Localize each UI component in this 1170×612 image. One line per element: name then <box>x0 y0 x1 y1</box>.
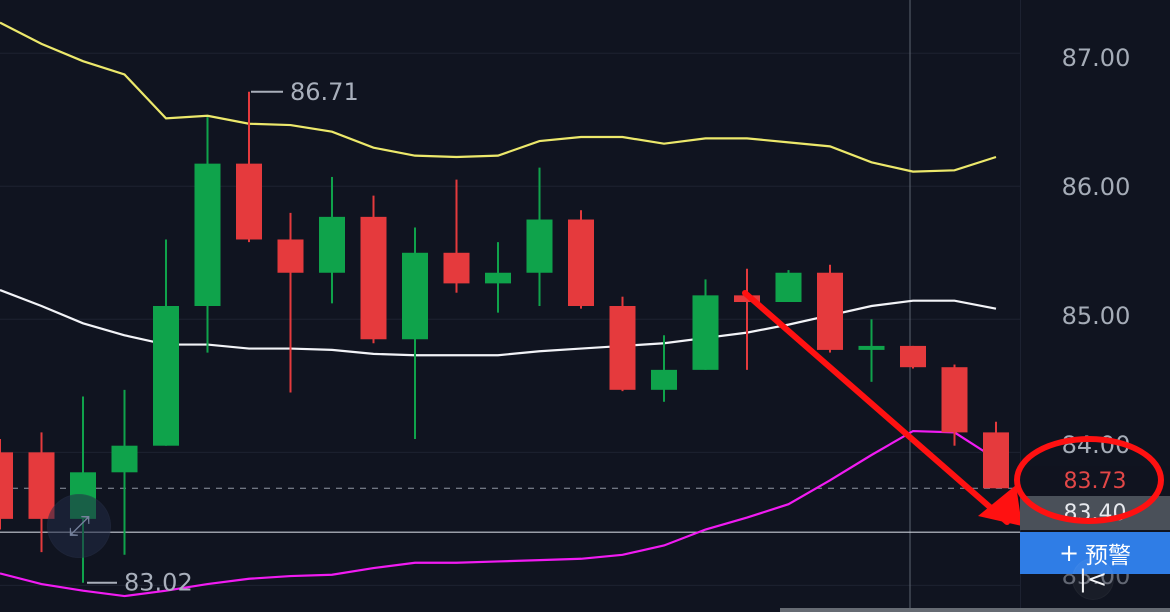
price-alert-label: 预警 <box>1085 543 1132 569</box>
candle-body-21 <box>858 345 885 350</box>
expand-icon: ⤢ <box>67 509 91 542</box>
y-tick-0: 87.00 <box>1062 44 1131 72</box>
candle-body-15 <box>609 306 636 390</box>
indicator-line-0 <box>0 21 997 173</box>
back-to-latest-button[interactable]: |< <box>1072 558 1114 600</box>
candle-body-9 <box>360 216 387 340</box>
candle-body-6 <box>236 163 262 240</box>
y-tick-2: 85.00 <box>1062 302 1131 330</box>
trend-arrow-line <box>742 290 1010 525</box>
current-price-tag: 83.73 <box>1020 466 1170 496</box>
candle-body-0 <box>0 452 13 519</box>
candle-body-8 <box>319 216 345 273</box>
candle-body-12 <box>485 272 511 284</box>
expand-chart-button[interactable]: ⤢ <box>47 494 111 558</box>
candle-body-10 <box>402 252 428 340</box>
y-tick-3: 84.00 <box>1062 431 1131 459</box>
candle-body-14 <box>568 219 594 306</box>
crosshair-price-tag: 83.40 <box>1020 496 1170 530</box>
y-tick-1: 86.00 <box>1062 173 1131 201</box>
candle-body-11 <box>443 252 470 284</box>
price-axis-panel <box>1020 0 1170 612</box>
candle-body-23 <box>941 367 968 433</box>
trend-arrow-head <box>978 485 1022 526</box>
plus-icon: + <box>1058 539 1080 567</box>
crosshair-price-value: 83.40 <box>1063 500 1127 526</box>
candle-body-4 <box>153 306 179 446</box>
bottom-scroll-indicator <box>780 608 1170 612</box>
candle-body-19 <box>775 272 802 303</box>
candle-body-7 <box>277 239 304 273</box>
low-label-text: 83.02 <box>124 569 193 597</box>
back-to-latest-icon: |< <box>1078 565 1108 593</box>
candle-body-16 <box>651 369 677 390</box>
candle-body-24 <box>983 432 1009 489</box>
candle-body-20 <box>817 272 843 350</box>
candle-body-17 <box>692 295 719 370</box>
candle-body-13 <box>526 219 553 273</box>
indicator-line-2 <box>0 429 997 598</box>
candle-body-1 <box>28 452 55 519</box>
current-price-value: 83.73 <box>1063 468 1127 494</box>
candle-body-5 <box>194 163 221 306</box>
high-label-text: 86.71 <box>290 78 359 106</box>
candle-body-22 <box>900 345 926 368</box>
price-alert-button[interactable]: + 预警 <box>1020 532 1170 574</box>
candle-body-3 <box>111 445 138 473</box>
